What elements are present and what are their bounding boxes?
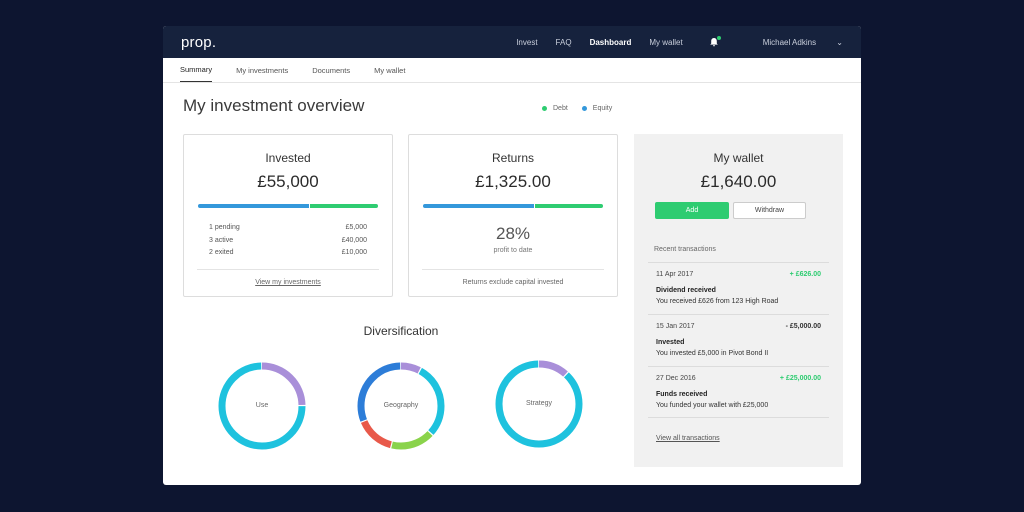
transaction-description: You received £626 from 123 High Road xyxy=(656,298,779,305)
donut-segment-geography-4 xyxy=(357,362,445,450)
returns-title: Returns xyxy=(491,151,535,165)
wallet-title: My wallet xyxy=(713,151,764,165)
user-menu[interactable]: Michael Adkins ⌄ xyxy=(745,38,843,47)
tab-summary[interactable]: Summary xyxy=(180,58,213,82)
list-item: 3 active £40,000 xyxy=(209,237,367,250)
wallet-balance: £1,640.00 xyxy=(700,172,777,191)
returns-percent: 28% xyxy=(495,224,531,243)
view-my-investments-link[interactable]: View my investments xyxy=(197,269,379,296)
recent-transactions-label: Recent transactions xyxy=(654,246,716,253)
transaction-item: 27 Dec 2016 + £25,000.00 Funds received Y… xyxy=(648,366,829,418)
row-label: 1 pending xyxy=(209,224,240,231)
nav-link-dashboard[interactable]: Dashboard xyxy=(589,37,632,47)
transaction-amount: - £5,000.00 xyxy=(785,323,821,330)
invested-title: Invested xyxy=(265,151,311,165)
returns-value: £1,325.00 xyxy=(475,172,551,191)
transaction-amount: + £626.00 xyxy=(789,271,821,278)
returns-note: Returns exclude capital invested xyxy=(422,269,604,296)
list-item: 2 exited £10,000 xyxy=(209,249,367,262)
transaction-description: You invested £5,000 in Pivot Bond II xyxy=(656,350,769,357)
donut-segment-use-1 xyxy=(218,362,306,450)
donut-segment-geography-0 xyxy=(357,362,445,450)
transaction-amount: + £25,000.00 xyxy=(779,375,821,382)
chevron-down-icon: ⌄ xyxy=(836,37,843,47)
wallet-buttons: Add Withdraw xyxy=(655,202,806,219)
legend-equity: Equity xyxy=(581,105,613,112)
transaction-list: 11 Apr 2017 + £626.00 Dividend received Y… xyxy=(648,262,829,418)
donut-chart-geography: Geography xyxy=(355,360,447,452)
donut-segment-geography-2 xyxy=(357,362,445,450)
legend-debt-dot xyxy=(542,106,547,111)
transaction-title: Invested xyxy=(656,339,685,346)
donut-label-strategy: Strategy xyxy=(525,400,553,407)
donut-segment-use-0 xyxy=(218,362,306,450)
invested-equity-bar xyxy=(198,204,309,208)
legend-equity-label: Equity xyxy=(592,105,613,112)
donut-geography-svg xyxy=(357,362,445,450)
nav-link-my-wallet[interactable]: My wallet xyxy=(649,37,683,47)
add-button[interactable]: Add xyxy=(655,202,729,219)
donut-chart-use: Use xyxy=(216,360,308,452)
returns-card: Returns £1,325.00 28% profit to date Ret… xyxy=(408,134,618,297)
withdraw-button[interactable]: Withdraw xyxy=(733,202,806,219)
returns-percent-label: profit to date xyxy=(493,247,533,254)
notification-dot xyxy=(716,36,721,40)
row-amount: £5,000 xyxy=(345,224,367,231)
returns-equity-bar xyxy=(423,204,534,208)
transaction-date: 15 Jan 2017 xyxy=(656,323,695,330)
brand-logo[interactable]: prop. xyxy=(181,33,217,51)
app-window: prop. Invest FAQ Dashboard My wallet Mic… xyxy=(163,26,861,485)
returns-progress-bar xyxy=(423,204,603,208)
user-name: Michael Adkins xyxy=(762,37,817,47)
legend-equity-dot xyxy=(581,106,587,111)
donut-label-geography: Geography xyxy=(383,402,419,409)
donut-use-svg xyxy=(218,362,306,450)
row-label: 3 active xyxy=(209,236,234,244)
top-nav: prop. Invest FAQ Dashboard My wallet Mic… xyxy=(163,26,861,58)
donut-segment-geography-1 xyxy=(357,362,445,450)
transaction-item: 15 Jan 2017 - £5,000.00 Invested You inve… xyxy=(648,314,829,366)
nav-link-invest[interactable]: Invest xyxy=(516,37,538,47)
legend-debt-label: Debt xyxy=(553,105,568,112)
list-item: 1 pending £5,000 xyxy=(209,224,367,237)
nav-link-faq[interactable]: FAQ xyxy=(555,37,572,47)
donut-segment-strategy-1 xyxy=(495,360,583,448)
invested-debt-bar xyxy=(309,204,378,208)
page-title: My investment overview xyxy=(183,96,365,115)
diversification-title: Diversification xyxy=(363,324,439,338)
legend: Debt Equity xyxy=(542,105,626,112)
tab-my-wallet[interactable]: My wallet xyxy=(374,65,406,75)
notification-bell-icon[interactable] xyxy=(709,36,721,47)
row-amount: £10,000 xyxy=(341,249,367,256)
tab-documents[interactable]: Documents xyxy=(312,65,351,75)
wallet-panel: My wallet £1,640.00 Add Withdraw Recent … xyxy=(634,134,843,467)
transaction-description: You funded your wallet with £25,000 xyxy=(656,402,769,409)
sub-nav-tabs: Summary My investments Documents My wall… xyxy=(163,58,861,83)
transaction-title: Dividend received xyxy=(656,287,716,294)
returns-debt-bar xyxy=(534,204,603,208)
donut-chart-strategy: Strategy xyxy=(493,358,585,450)
nav-links: Invest FAQ Dashboard My wallet Michael A… xyxy=(498,36,843,47)
tab-my-investments[interactable]: My investments xyxy=(236,65,289,75)
invested-progress-bar xyxy=(198,204,378,208)
row-amount: £40,000 xyxy=(341,236,367,244)
legend-debt: Debt xyxy=(542,105,568,112)
transaction-title: Funds received xyxy=(656,391,708,398)
donut-strategy-svg xyxy=(495,360,583,448)
transaction-date: 27 Dec 2016 xyxy=(656,375,696,382)
invested-breakdown: 1 pending £5,000 3 active £40,000 2 exited… xyxy=(209,224,367,262)
invested-card: Invested £55,000 1 pending £5,000 3 activ… xyxy=(183,134,393,297)
view-all-transactions-link[interactable]: View all transactions xyxy=(656,435,720,442)
transaction-date: 11 Apr 2017 xyxy=(656,271,694,278)
row-label: 2 exited xyxy=(209,249,234,256)
invested-value: £55,000 xyxy=(257,172,319,191)
donut-label-use: Use xyxy=(255,402,269,409)
donut-segment-strategy-0 xyxy=(495,360,583,448)
transaction-item: 11 Apr 2017 + £626.00 Dividend received Y… xyxy=(648,262,829,314)
